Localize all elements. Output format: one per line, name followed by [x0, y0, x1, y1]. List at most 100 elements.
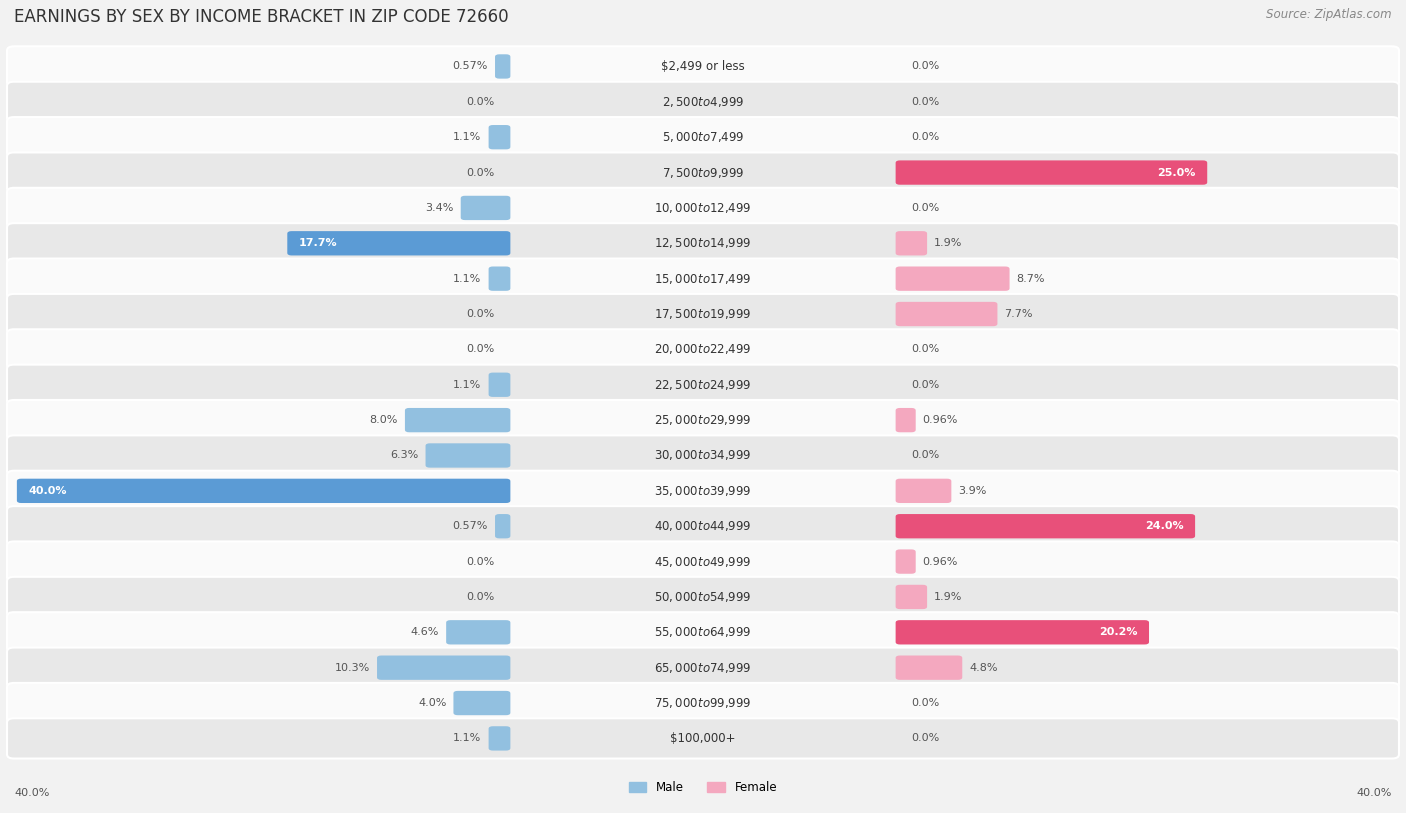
Text: 1.1%: 1.1% — [453, 133, 482, 142]
FancyBboxPatch shape — [7, 719, 1399, 759]
Text: 0.0%: 0.0% — [467, 167, 495, 177]
FancyBboxPatch shape — [7, 224, 1399, 263]
Text: 40.0%: 40.0% — [1357, 788, 1392, 798]
Text: 3.9%: 3.9% — [959, 486, 987, 496]
FancyBboxPatch shape — [896, 302, 997, 326]
FancyBboxPatch shape — [7, 82, 1399, 122]
Text: 0.0%: 0.0% — [911, 345, 939, 354]
FancyBboxPatch shape — [7, 294, 1399, 334]
Text: $22,500 to $24,999: $22,500 to $24,999 — [654, 378, 752, 392]
FancyBboxPatch shape — [896, 655, 962, 680]
FancyBboxPatch shape — [896, 231, 927, 255]
Text: 0.57%: 0.57% — [453, 521, 488, 531]
Text: 40.0%: 40.0% — [14, 788, 49, 798]
FancyBboxPatch shape — [896, 479, 952, 503]
FancyBboxPatch shape — [405, 408, 510, 433]
FancyBboxPatch shape — [7, 46, 1399, 87]
Text: 0.0%: 0.0% — [911, 733, 939, 743]
Text: 4.6%: 4.6% — [411, 628, 439, 637]
Text: 7.7%: 7.7% — [1004, 309, 1033, 319]
FancyBboxPatch shape — [896, 620, 1149, 645]
Text: $50,000 to $54,999: $50,000 to $54,999 — [654, 590, 752, 604]
Legend: Male, Female: Male, Female — [624, 776, 782, 799]
Text: 0.0%: 0.0% — [911, 203, 939, 213]
FancyBboxPatch shape — [453, 691, 510, 715]
FancyBboxPatch shape — [489, 267, 510, 291]
Text: 3.4%: 3.4% — [425, 203, 454, 213]
Text: 8.0%: 8.0% — [370, 415, 398, 425]
Text: 17.7%: 17.7% — [298, 238, 337, 248]
Text: 4.0%: 4.0% — [418, 698, 447, 708]
Text: $2,500 to $4,999: $2,500 to $4,999 — [662, 95, 744, 109]
Text: 24.0%: 24.0% — [1146, 521, 1184, 531]
FancyBboxPatch shape — [7, 329, 1399, 369]
Text: 4.8%: 4.8% — [969, 663, 998, 672]
Text: $20,000 to $22,499: $20,000 to $22,499 — [654, 342, 752, 356]
FancyBboxPatch shape — [7, 400, 1399, 440]
Text: 0.0%: 0.0% — [911, 450, 939, 460]
Text: 0.0%: 0.0% — [467, 97, 495, 107]
Text: $45,000 to $49,999: $45,000 to $49,999 — [654, 554, 752, 568]
FancyBboxPatch shape — [7, 577, 1399, 617]
Text: 1.1%: 1.1% — [453, 733, 482, 743]
FancyBboxPatch shape — [7, 436, 1399, 476]
Text: 0.0%: 0.0% — [467, 309, 495, 319]
Text: 0.0%: 0.0% — [911, 698, 939, 708]
Text: 0.57%: 0.57% — [453, 62, 488, 72]
Text: $55,000 to $64,999: $55,000 to $64,999 — [654, 625, 752, 639]
FancyBboxPatch shape — [7, 506, 1399, 546]
Text: 0.0%: 0.0% — [911, 133, 939, 142]
Text: 0.96%: 0.96% — [922, 557, 957, 567]
FancyBboxPatch shape — [7, 612, 1399, 652]
Text: 20.2%: 20.2% — [1099, 628, 1137, 637]
Text: 0.0%: 0.0% — [467, 557, 495, 567]
FancyBboxPatch shape — [7, 647, 1399, 688]
FancyBboxPatch shape — [489, 372, 510, 397]
Text: 0.0%: 0.0% — [467, 345, 495, 354]
FancyBboxPatch shape — [7, 117, 1399, 158]
FancyBboxPatch shape — [461, 196, 510, 220]
Text: 0.0%: 0.0% — [911, 62, 939, 72]
Text: 8.7%: 8.7% — [1017, 274, 1045, 284]
FancyBboxPatch shape — [7, 471, 1399, 511]
Text: Source: ZipAtlas.com: Source: ZipAtlas.com — [1267, 8, 1392, 21]
Text: $17,500 to $19,999: $17,500 to $19,999 — [654, 307, 752, 321]
FancyBboxPatch shape — [7, 364, 1399, 405]
FancyBboxPatch shape — [896, 408, 915, 433]
Text: $2,499 or less: $2,499 or less — [661, 60, 745, 73]
Text: 6.3%: 6.3% — [391, 450, 419, 460]
Text: $25,000 to $29,999: $25,000 to $29,999 — [654, 413, 752, 427]
FancyBboxPatch shape — [495, 514, 510, 538]
Text: $100,000+: $100,000+ — [671, 732, 735, 745]
Text: 1.9%: 1.9% — [934, 592, 963, 602]
FancyBboxPatch shape — [426, 443, 510, 467]
Text: $35,000 to $39,999: $35,000 to $39,999 — [654, 484, 752, 498]
Text: $15,000 to $17,499: $15,000 to $17,499 — [654, 272, 752, 285]
Text: 1.1%: 1.1% — [453, 274, 482, 284]
FancyBboxPatch shape — [896, 585, 927, 609]
Text: 25.0%: 25.0% — [1157, 167, 1197, 177]
FancyBboxPatch shape — [495, 54, 510, 79]
Text: $7,500 to $9,999: $7,500 to $9,999 — [662, 166, 744, 180]
FancyBboxPatch shape — [896, 514, 1195, 538]
Text: 0.0%: 0.0% — [911, 97, 939, 107]
FancyBboxPatch shape — [7, 683, 1399, 724]
FancyBboxPatch shape — [896, 267, 1010, 291]
Text: $10,000 to $12,499: $10,000 to $12,499 — [654, 201, 752, 215]
FancyBboxPatch shape — [489, 125, 510, 150]
Text: 0.96%: 0.96% — [922, 415, 957, 425]
FancyBboxPatch shape — [287, 231, 510, 255]
FancyBboxPatch shape — [896, 160, 1208, 185]
Text: 10.3%: 10.3% — [335, 663, 370, 672]
Text: $65,000 to $74,999: $65,000 to $74,999 — [654, 661, 752, 675]
Text: EARNINGS BY SEX BY INCOME BRACKET IN ZIP CODE 72660: EARNINGS BY SEX BY INCOME BRACKET IN ZIP… — [14, 8, 509, 26]
FancyBboxPatch shape — [17, 479, 510, 503]
Text: $12,500 to $14,999: $12,500 to $14,999 — [654, 237, 752, 250]
Text: 0.0%: 0.0% — [467, 592, 495, 602]
FancyBboxPatch shape — [446, 620, 510, 645]
FancyBboxPatch shape — [896, 550, 915, 574]
FancyBboxPatch shape — [489, 726, 510, 750]
FancyBboxPatch shape — [7, 188, 1399, 228]
Text: $40,000 to $44,999: $40,000 to $44,999 — [654, 520, 752, 533]
Text: $5,000 to $7,499: $5,000 to $7,499 — [662, 130, 744, 144]
